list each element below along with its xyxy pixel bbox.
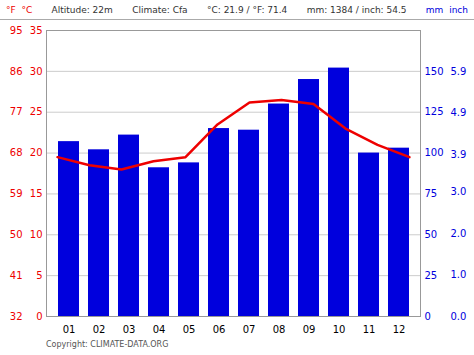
html-text:°C: 21.9 / °F: 71.4: °C: 21.9 / °F: 71.4 (207, 4, 288, 15)
svg-text:77: 77 (10, 106, 23, 117)
svg-text:12: 12 (393, 324, 406, 335)
svg-text:30: 30 (30, 66, 43, 77)
svg-text:4.9: 4.9 (451, 107, 467, 118)
html-text:°F: °F (6, 4, 16, 15)
html-text:inch: inch (449, 4, 468, 15)
svg-text:68: 68 (10, 147, 23, 158)
svg-text:04: 04 (153, 324, 166, 335)
svg-text:0: 0 (425, 311, 431, 322)
svg-text:150: 150 (425, 66, 444, 77)
svg-text:95: 95 (10, 25, 23, 36)
svg-text:50: 50 (10, 229, 23, 240)
html-text:Copyright: CLIMATE-DATA.ORG: Copyright: CLIMATE-DATA.ORG (46, 340, 169, 349)
svg-text:09: 09 (303, 324, 316, 335)
svg-text:1.0: 1.0 (451, 269, 467, 280)
svg-text:125: 125 (425, 106, 444, 117)
svg-text:32: 32 (10, 311, 23, 322)
svg-text:03: 03 (123, 324, 136, 335)
html-text:Climate: Cfa: Climate: Cfa (132, 4, 188, 15)
svg-text:75: 75 (425, 188, 438, 199)
svg-text:08: 08 (273, 324, 286, 335)
svg-text:0.0: 0.0 (451, 311, 467, 322)
svg-text:41: 41 (10, 270, 23, 281)
svg-text:02: 02 (93, 324, 106, 335)
svg-text:05: 05 (183, 324, 196, 335)
svg-text:3.9: 3.9 (451, 149, 467, 160)
svg-text:5: 5 (36, 270, 42, 281)
svg-text:35: 35 (30, 25, 43, 36)
svg-text:06: 06 (213, 324, 226, 335)
svg-text:100: 100 (425, 147, 444, 158)
svg-text:01: 01 (63, 324, 76, 335)
svg-text:10: 10 (333, 324, 346, 335)
svg-text:86: 86 (10, 66, 23, 77)
html-text:mm: mm (425, 4, 444, 15)
svg-text:50: 50 (425, 229, 438, 240)
svg-text:2.0: 2.0 (451, 228, 467, 239)
svg-text:11: 11 (363, 324, 376, 335)
svg-text:0: 0 (36, 311, 42, 322)
html-text:°C: °C (21, 4, 33, 15)
html-text:Altitude: 22m: Altitude: 22m (51, 4, 113, 15)
svg-text:20: 20 (30, 147, 43, 158)
svg-text:3.0: 3.0 (451, 186, 467, 197)
svg-text:07: 07 (243, 324, 256, 335)
svg-text:15: 15 (30, 188, 43, 199)
svg-text:25: 25 (30, 106, 43, 117)
svg-text:59: 59 (10, 188, 23, 199)
svg-text:10: 10 (30, 229, 43, 240)
svg-text:5.9: 5.9 (451, 66, 467, 77)
svg-text:25: 25 (425, 270, 438, 281)
html-text:mm: 1384 / inch: 54.5: mm: 1384 / inch: 54.5 (306, 4, 407, 15)
